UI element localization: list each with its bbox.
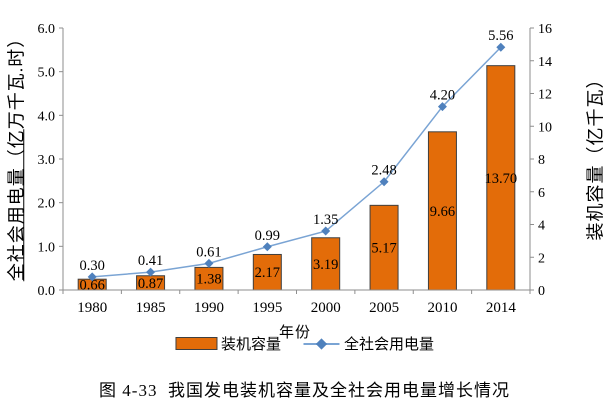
bar-value-label: 13.70 (485, 171, 518, 187)
line-marker-icon (379, 177, 389, 187)
line-series (92, 46, 502, 278)
right-axis-tick-label: 6 (538, 186, 545, 201)
line-point-label: 1.35 (313, 212, 338, 228)
line-point-label: 0.41 (138, 253, 163, 269)
chart-canvas: 0.0 1.0 2.0 3.0 4.0 5.0 6.0 0 2 4 6 8 10 12 14 16 1980 19… (38, 22, 553, 316)
left-axis-tick-label: 3.0 (38, 153, 56, 168)
left-axis-tick-label: 6.0 (38, 22, 56, 37)
line-point-label: 0.99 (255, 228, 280, 244)
left-axis-tick-label: 1.0 (38, 240, 56, 255)
line-marker-icon (321, 226, 331, 236)
bar-value-label: 2.17 (255, 265, 280, 281)
legend-line-label: 全社会用电量 (344, 337, 435, 353)
line-marker-icon (437, 102, 447, 112)
line-marker-icon (496, 42, 506, 52)
left-axis-title-text: 全社会用电量（亿万千瓦.时） (2, 29, 28, 282)
line-point-label: 0.61 (196, 244, 221, 260)
category-label: 2005 (369, 300, 399, 316)
legend-line-marker-icon (315, 337, 327, 350)
left-axis-tick-label: 2.0 (38, 197, 56, 212)
bar-2005 (369, 204, 399, 291)
line-marker-icon (146, 267, 156, 277)
right-axis-tick-label: 0 (538, 284, 545, 299)
category-label: 2010 (427, 300, 457, 316)
legend-line-swatch (303, 337, 339, 350)
bar-value-label: 3.19 (313, 257, 338, 273)
bar-1995 (252, 253, 282, 291)
category-label: 2014 (486, 300, 517, 316)
x-axis-title: 年份 (279, 325, 312, 341)
line-marker-icon (87, 272, 97, 282)
bar-value-label: 5.17 (371, 241, 396, 257)
left-axis-tick-label: 0.0 (38, 284, 56, 299)
line-point-label: 0.30 (80, 258, 105, 274)
category-label: 1990 (194, 300, 224, 316)
left-axis-tick-label: 5.0 (38, 66, 56, 81)
left-axis-tick-label: 4.0 (38, 109, 56, 124)
right-axis-tick-label: 2 (538, 251, 545, 266)
right-axis-tick-label: 16 (538, 22, 552, 37)
right-axis-tick-label: 14 (538, 55, 552, 70)
legend: 装机容量 全社会用电量 (174, 333, 435, 354)
legend-bar-label: 装机容量 (220, 337, 281, 353)
bar-value-label: 9.66 (430, 204, 455, 220)
line-point-label: 2.48 (371, 163, 396, 179)
left-axis-title-rest: 万千瓦.时） (6, 28, 26, 130)
figure-caption: 图 4-33 我国发电装机容量及全社会用电量增长情况 (99, 381, 510, 400)
bar-value-label: 0.66 (80, 278, 105, 294)
legend-bar-swatch (174, 337, 217, 350)
right-axis-title-text: 装机容量（亿千瓦） (585, 69, 605, 241)
right-axis-tick-label: 10 (538, 120, 552, 135)
bar-value-label: 0.87 (138, 276, 163, 292)
left-axis-title-underlined: 全社会用电量（亿 (6, 129, 26, 282)
line-marker-icon (204, 258, 214, 268)
bar-value-label: 1.38 (196, 272, 221, 288)
line-marker-icon (262, 242, 272, 252)
line-point-label: 5.56 (488, 28, 513, 44)
category-label: 1980 (77, 300, 107, 316)
bar-2014 (486, 65, 516, 291)
left-axis-title: 全社会用电量（亿万千瓦.时） (0, 0, 30, 310)
bar-2000 (311, 237, 341, 291)
right-axis-tick-label: 4 (538, 219, 545, 234)
line-point-label: 4.20 (430, 88, 455, 104)
right-axis-tick-label: 12 (538, 88, 552, 103)
category-label: 1995 (252, 300, 282, 316)
right-axis-title: 装机容量（亿千瓦） (579, 0, 609, 310)
right-axis-tick-label: 8 (538, 153, 545, 168)
category-label: 2000 (311, 300, 341, 316)
category-label: 1985 (136, 300, 166, 316)
